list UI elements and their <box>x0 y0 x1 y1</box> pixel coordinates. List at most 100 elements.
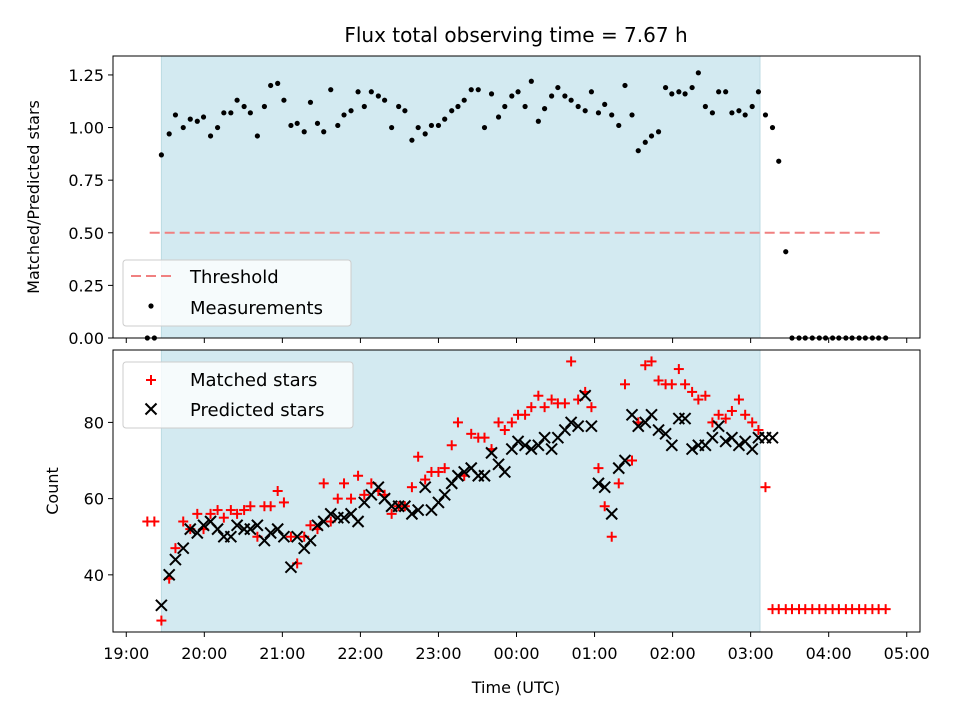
predicted-star-point <box>284 561 298 574</box>
measurement-point <box>158 152 164 158</box>
bottom-panel: 40 60 80 Count Matched stars Predicted sta… <box>43 349 921 633</box>
matched-star-point <box>640 360 651 371</box>
cross-b <box>177 541 190 555</box>
legend-threshold-label: Threshold <box>189 267 279 288</box>
predicted-star-point <box>745 442 759 456</box>
cross-b <box>738 435 752 448</box>
matched-star-point <box>653 375 664 386</box>
bottom-legend-box <box>122 361 354 429</box>
cross-b <box>598 480 611 494</box>
predicted-star-point <box>251 519 264 532</box>
predicted-star-point <box>277 530 291 543</box>
measurement-point <box>742 112 748 118</box>
top-y-tick-label: 0.50 <box>68 224 104 243</box>
predicted-star-point <box>155 599 168 612</box>
measurement-point <box>755 89 762 95</box>
matched-star-point <box>205 508 216 519</box>
matched-star-point <box>559 398 570 409</box>
measurement-point <box>180 124 186 131</box>
cross-b <box>478 469 491 482</box>
measurement-point <box>382 97 388 103</box>
cross-b <box>304 534 317 547</box>
measurement-point <box>194 118 200 124</box>
legend-matched-swatch <box>146 375 156 385</box>
matched-star-point <box>225 505 236 516</box>
predicted-star-point <box>451 469 465 482</box>
measurement-point <box>695 70 701 76</box>
matched-star-point <box>747 417 758 428</box>
predicted-star-point <box>678 412 692 425</box>
bottom-y-axis-label: Count <box>43 467 62 515</box>
measurement-points <box>144 70 889 341</box>
cross-b <box>678 412 692 425</box>
matched-star-point <box>318 478 329 489</box>
predicted-star-point <box>304 534 317 547</box>
predicted-star-point <box>659 427 672 441</box>
cross-b <box>244 522 257 536</box>
measurement-point <box>616 122 622 129</box>
top-legend-box <box>122 259 352 327</box>
matched-star-point <box>720 413 731 424</box>
predicted-star-point <box>652 423 665 437</box>
measurement-point <box>294 120 300 126</box>
measurement-point <box>301 129 307 135</box>
legend-predicted-swatch <box>144 402 158 416</box>
measurement-point <box>702 103 708 110</box>
measurement-point <box>749 103 755 110</box>
measurement-point <box>409 137 415 143</box>
cross-b <box>725 431 739 444</box>
matched-star-point <box>680 379 691 390</box>
measurement-point <box>187 116 193 122</box>
measurement-point <box>275 80 281 86</box>
matched-star-point <box>760 482 771 493</box>
predicted-star-point <box>645 408 658 421</box>
predicted-star-point <box>498 465 512 479</box>
predicted-star-point <box>578 389 592 402</box>
predicted-star-point <box>518 439 532 452</box>
cross-b <box>169 553 182 566</box>
measurement-point <box>207 133 214 139</box>
cross-b <box>538 431 551 444</box>
measurement-point <box>234 97 240 103</box>
x-tick-label: 22:00 <box>337 644 383 663</box>
cross-b <box>719 435 732 448</box>
predicted-star-point <box>732 439 746 452</box>
cross-b <box>685 442 699 456</box>
cross-b <box>438 488 451 502</box>
matched-star-point <box>646 356 657 367</box>
measurement-point <box>435 122 442 129</box>
matched-star-point <box>733 394 744 405</box>
measurement-point <box>689 84 695 91</box>
measurement-point <box>709 110 715 116</box>
cross-b <box>230 519 244 532</box>
cross-b <box>311 519 324 532</box>
matched-star-point <box>593 463 604 474</box>
legend-measurements-label: Measurements <box>190 298 323 319</box>
predicted-star-point <box>485 446 498 460</box>
measurement-point <box>241 103 247 110</box>
matched-star-point <box>666 379 677 390</box>
predicted-star-point <box>592 477 605 490</box>
cross-b <box>564 416 578 429</box>
measurement-point <box>422 131 428 137</box>
predicted-star-point <box>598 480 611 494</box>
matched-star-point <box>493 417 504 428</box>
predicted-star-point <box>478 469 491 482</box>
measurement-point <box>314 120 321 126</box>
cross-b <box>251 519 264 532</box>
predicted-star-point <box>372 480 385 494</box>
cross-b <box>571 420 585 433</box>
matched-star-point <box>178 516 189 527</box>
measurement-point <box>588 89 595 95</box>
predicted-star-point <box>324 507 337 521</box>
measurement-point <box>549 93 555 99</box>
measurement-point <box>361 103 367 110</box>
matched-star-point <box>353 470 364 481</box>
measurement-point <box>736 108 742 114</box>
matched-star-point <box>880 604 891 615</box>
measurement-point <box>468 87 474 93</box>
measurement-point <box>655 129 662 135</box>
matched-star-point <box>619 379 630 390</box>
cross-b <box>290 530 304 543</box>
